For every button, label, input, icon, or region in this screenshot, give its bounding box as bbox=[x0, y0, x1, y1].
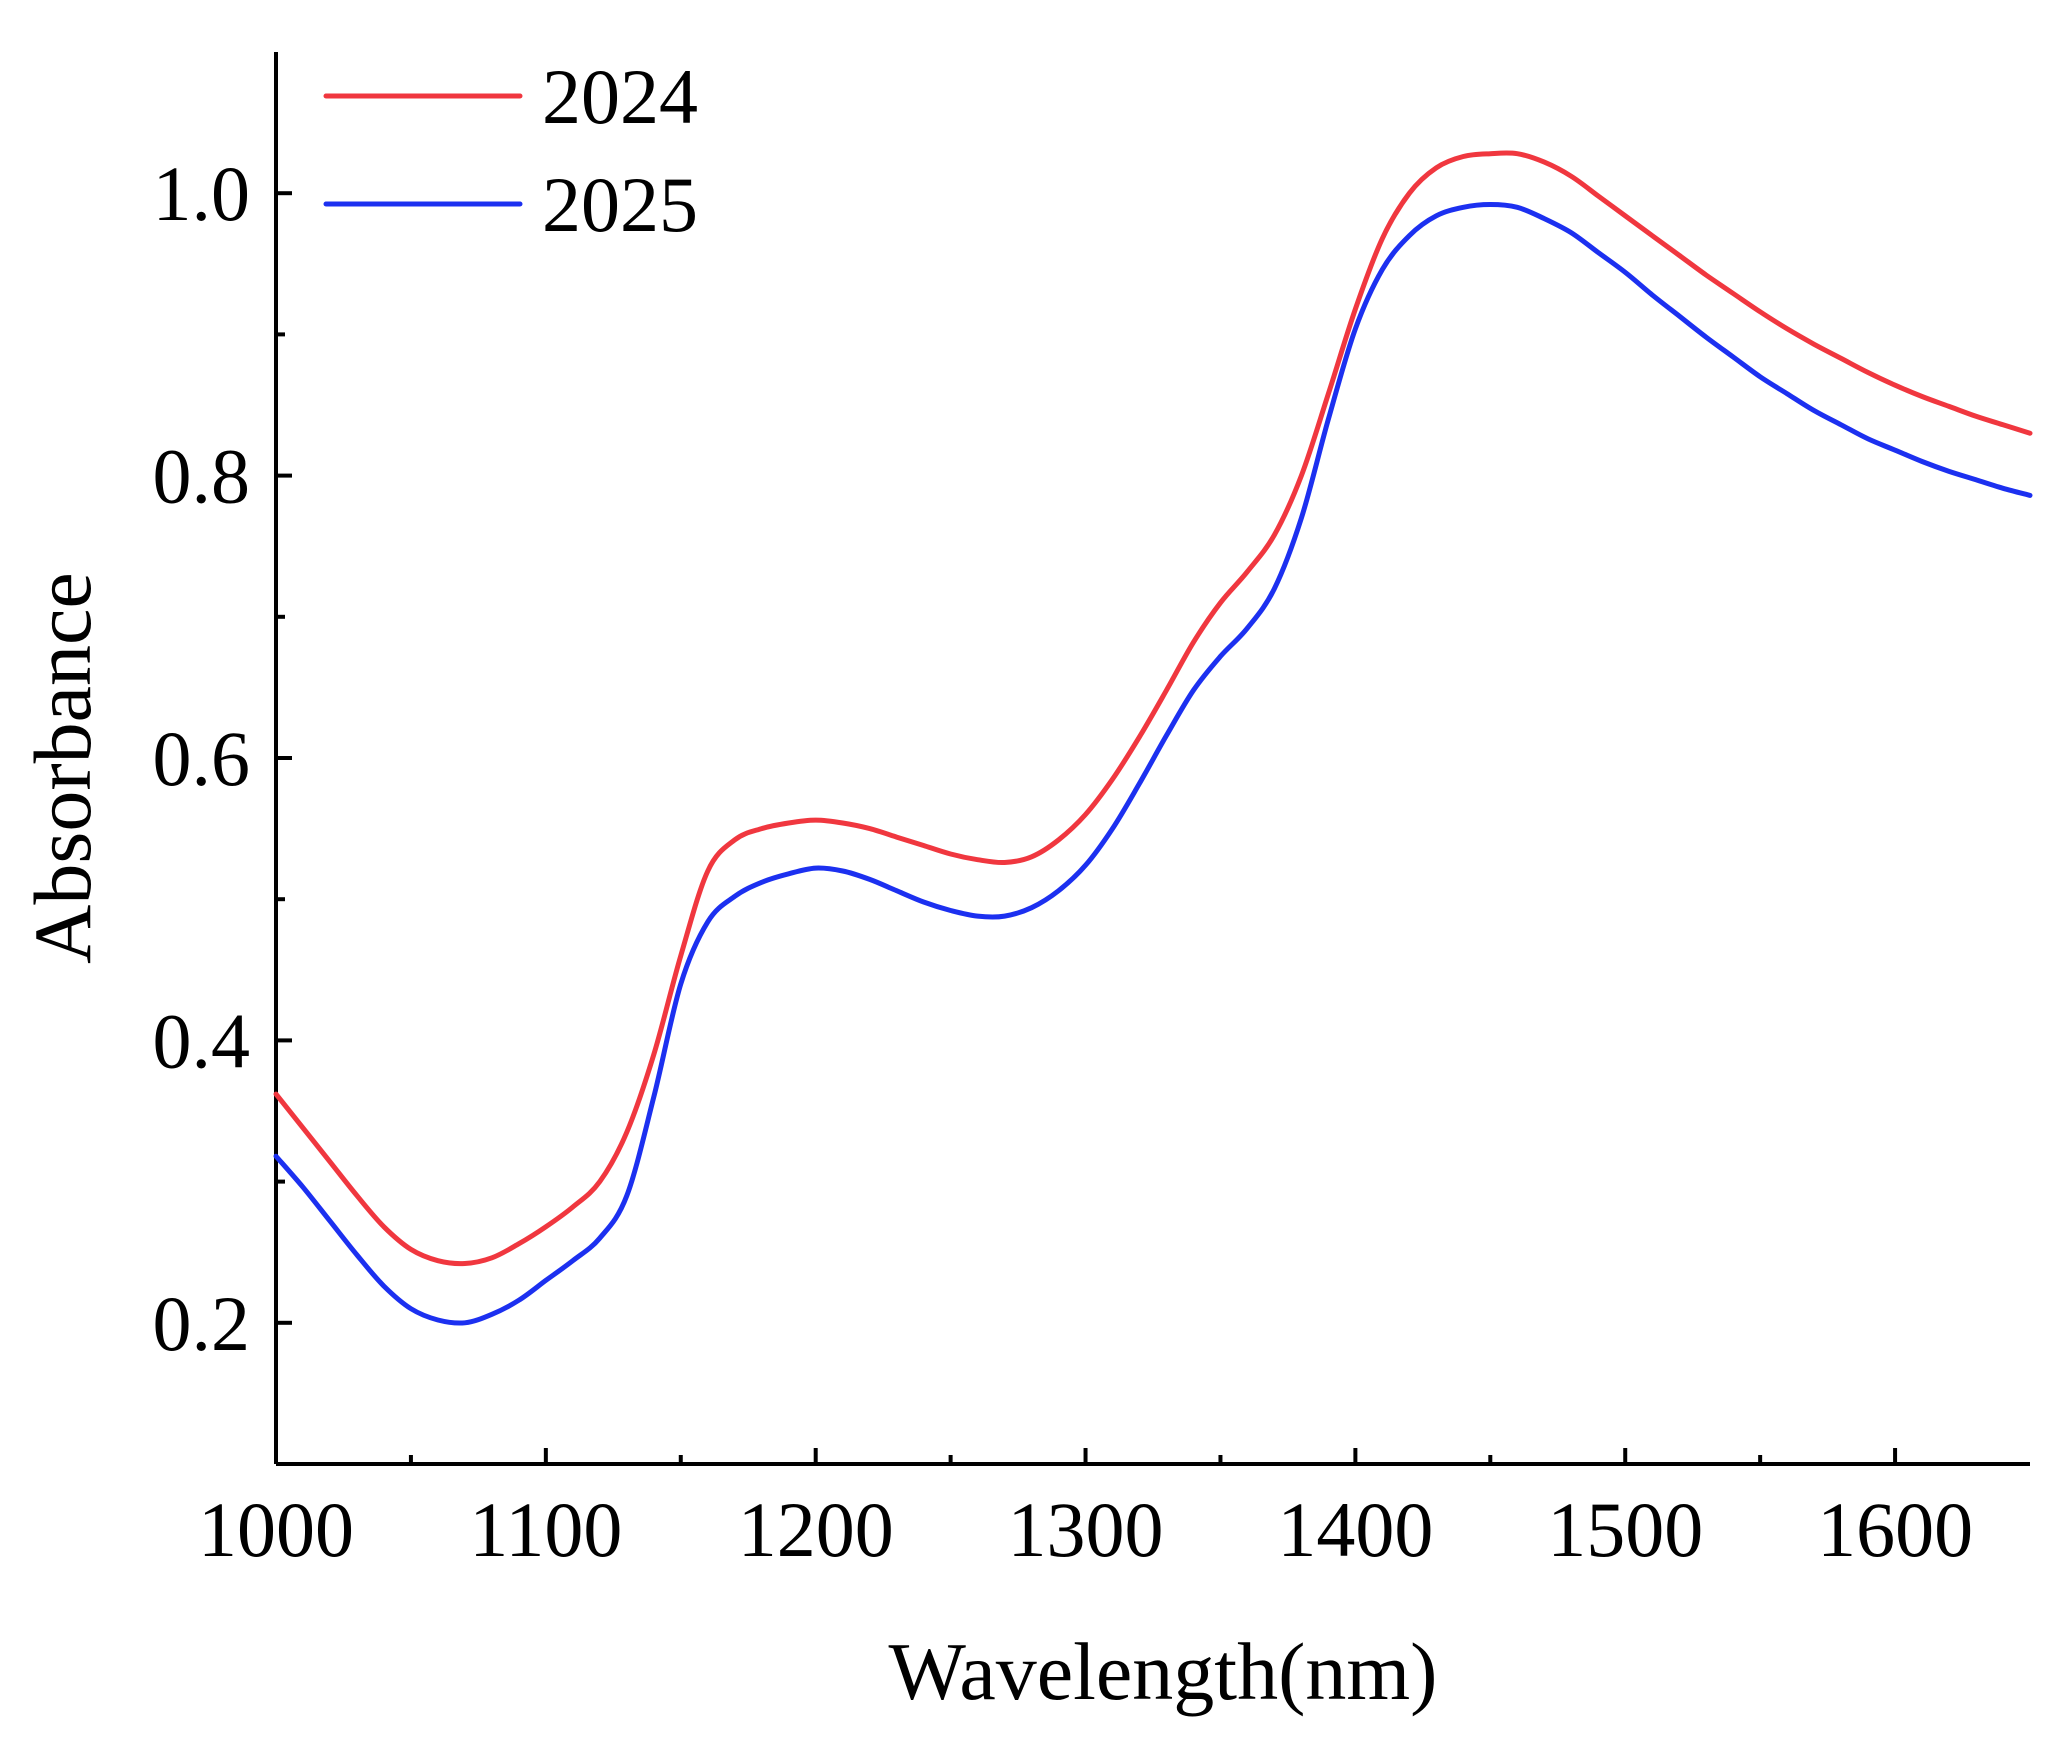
series-line-2025 bbox=[273, 202, 2033, 1326]
legend-label-2024: 2024 bbox=[542, 53, 698, 140]
y-axis: 0.2 0.4 0.6 0.8 1.0 bbox=[153, 52, 292, 1464]
x-tick-label: 1600 bbox=[1817, 1486, 1973, 1573]
x-tick-label: 1500 bbox=[1547, 1486, 1703, 1573]
x-tick-label: 1200 bbox=[738, 1486, 894, 1573]
y-tick-label: 0.4 bbox=[153, 997, 251, 1084]
y-tick-label: 1.0 bbox=[153, 150, 251, 237]
legend: 2024 2025 bbox=[323, 53, 698, 248]
legend-label-2025: 2025 bbox=[542, 161, 698, 248]
x-tick-label: 1300 bbox=[1008, 1486, 1164, 1573]
y-tick-label: 0.6 bbox=[153, 715, 251, 802]
y-tick-label: 0.8 bbox=[153, 433, 251, 520]
series-layer bbox=[273, 150, 2033, 1326]
x-tick-label: 1000 bbox=[198, 1486, 354, 1573]
y-tick-label: 0.2 bbox=[153, 1280, 251, 1367]
x-tick-label: 1400 bbox=[1277, 1486, 1433, 1573]
x-axis: 1000 1100 1200 1300 1400 1500 1600 bbox=[198, 1448, 2030, 1573]
x-axis-title: Wavelength(nm) bbox=[889, 1626, 1438, 1717]
x-tick-label: 1100 bbox=[469, 1486, 622, 1573]
y-axis-title: Absorbance bbox=[17, 572, 108, 964]
series-line-2024 bbox=[273, 150, 2033, 1267]
